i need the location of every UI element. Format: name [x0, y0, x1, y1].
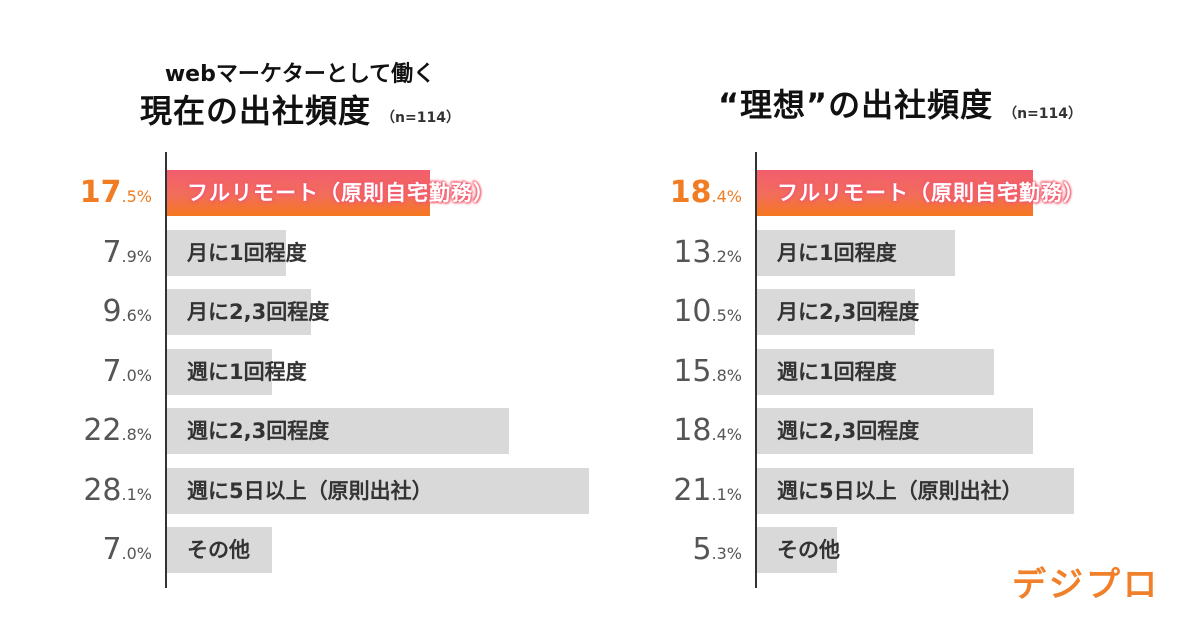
sample-size-label: （n=114）	[1003, 106, 1082, 122]
value-decimal: .0%	[121, 544, 152, 563]
value-label: 22.8%	[2, 408, 152, 454]
chart-title: 現在の出社頻度	[140, 92, 372, 130]
value-decimal: .5%	[121, 187, 152, 206]
y-axis-line	[165, 152, 167, 588]
value-label: 18.4%	[592, 170, 742, 216]
bar	[757, 349, 994, 395]
chart-subtitle: webマーケターとして働く	[164, 62, 436, 87]
value-decimal: .2%	[711, 247, 742, 266]
value-integer: 7	[102, 354, 122, 389]
chart-title: “理想”の出社頻度	[718, 86, 994, 124]
value-decimal: .0%	[121, 366, 152, 385]
bar	[167, 289, 311, 335]
bar	[757, 468, 1074, 514]
bar	[757, 408, 1033, 454]
value-label: 7.0%	[2, 349, 152, 395]
category-label: 月に1回程度	[777, 241, 897, 265]
value-label: 21.1%	[592, 468, 742, 514]
value-label: 18.4%	[592, 408, 742, 454]
value-label: 15.8%	[592, 349, 742, 395]
value-decimal: .5%	[711, 306, 742, 325]
brand-logo: デジプロ	[1012, 565, 1160, 605]
category-label: 月に2,3回程度	[187, 300, 330, 324]
bar	[757, 170, 1033, 216]
bar	[167, 170, 430, 216]
bar	[167, 408, 509, 454]
value-integer: 21	[673, 473, 712, 508]
value-label: 7.0%	[2, 527, 152, 573]
bar	[167, 230, 286, 276]
value-integer: 9	[102, 294, 122, 329]
value-decimal: .8%	[121, 425, 152, 444]
value-integer: 7	[102, 532, 122, 567]
value-decimal: .1%	[711, 485, 742, 504]
value-integer: 15	[673, 354, 712, 389]
category-label: 月に1回程度	[187, 241, 307, 265]
value-label: 5.3%	[592, 527, 742, 573]
value-label: 13.2%	[592, 230, 742, 276]
value-integer: 18	[669, 175, 712, 210]
category-label: 週に5日以上（原則出社）	[777, 479, 1023, 503]
value-label: 17.5%	[2, 170, 152, 216]
category-label: その他	[777, 538, 840, 562]
value-label: 7.9%	[2, 230, 152, 276]
bar	[167, 349, 272, 395]
category-label: 月に2,3回程度	[777, 300, 920, 324]
value-integer: 5	[692, 532, 712, 567]
y-axis-line	[755, 152, 757, 588]
chart-title-row: 現在の出社頻度 （n=114）	[0, 86, 600, 132]
bar	[757, 230, 955, 276]
value-integer: 18	[673, 413, 712, 448]
value-integer: 10	[673, 294, 712, 329]
value-decimal: .4%	[711, 187, 742, 206]
value-decimal: .9%	[121, 247, 152, 266]
bar	[757, 527, 837, 573]
value-decimal: .8%	[711, 366, 742, 385]
sample-size-label: （n=114）	[381, 110, 460, 126]
category-label: 週に2,3回程度	[187, 419, 330, 443]
chart-title-row: “理想”の出社頻度 （n=114）	[600, 82, 1200, 128]
value-label: 10.5%	[592, 289, 742, 335]
chart-ideal: “理想”の出社頻度 （n=114） フルリモート（原則自宅勤務） 18.4% 月に1回…	[600, 0, 1200, 628]
category-label: 週に1回程度	[187, 360, 307, 384]
value-integer: 28	[83, 473, 122, 508]
category-label: 週に5日以上（原則出社）	[187, 479, 433, 503]
value-decimal: .4%	[711, 425, 742, 444]
category-label: その他	[187, 538, 250, 562]
bar	[757, 289, 915, 335]
bar	[167, 468, 589, 514]
value-integer: 22	[83, 413, 122, 448]
value-label: 28.1%	[2, 468, 152, 514]
value-integer: 13	[673, 235, 712, 270]
category-label: 週に2,3回程度	[777, 419, 920, 443]
chart-current: webマーケターとして働く 現在の出社頻度 （n=114） フルリモート（原則自宅…	[0, 62, 600, 588]
category-label: 週に1回程度	[777, 360, 897, 384]
category-label: フルリモート（原則自宅勤務）	[777, 181, 1085, 205]
value-integer: 7	[102, 235, 122, 270]
category-label: フルリモート（原則自宅勤務）	[187, 181, 495, 205]
value-integer: 17	[79, 175, 122, 210]
value-decimal: .3%	[711, 544, 742, 563]
value-decimal: .1%	[121, 485, 152, 504]
value-decimal: .6%	[121, 306, 152, 325]
value-label: 9.6%	[2, 289, 152, 335]
bar	[167, 527, 272, 573]
